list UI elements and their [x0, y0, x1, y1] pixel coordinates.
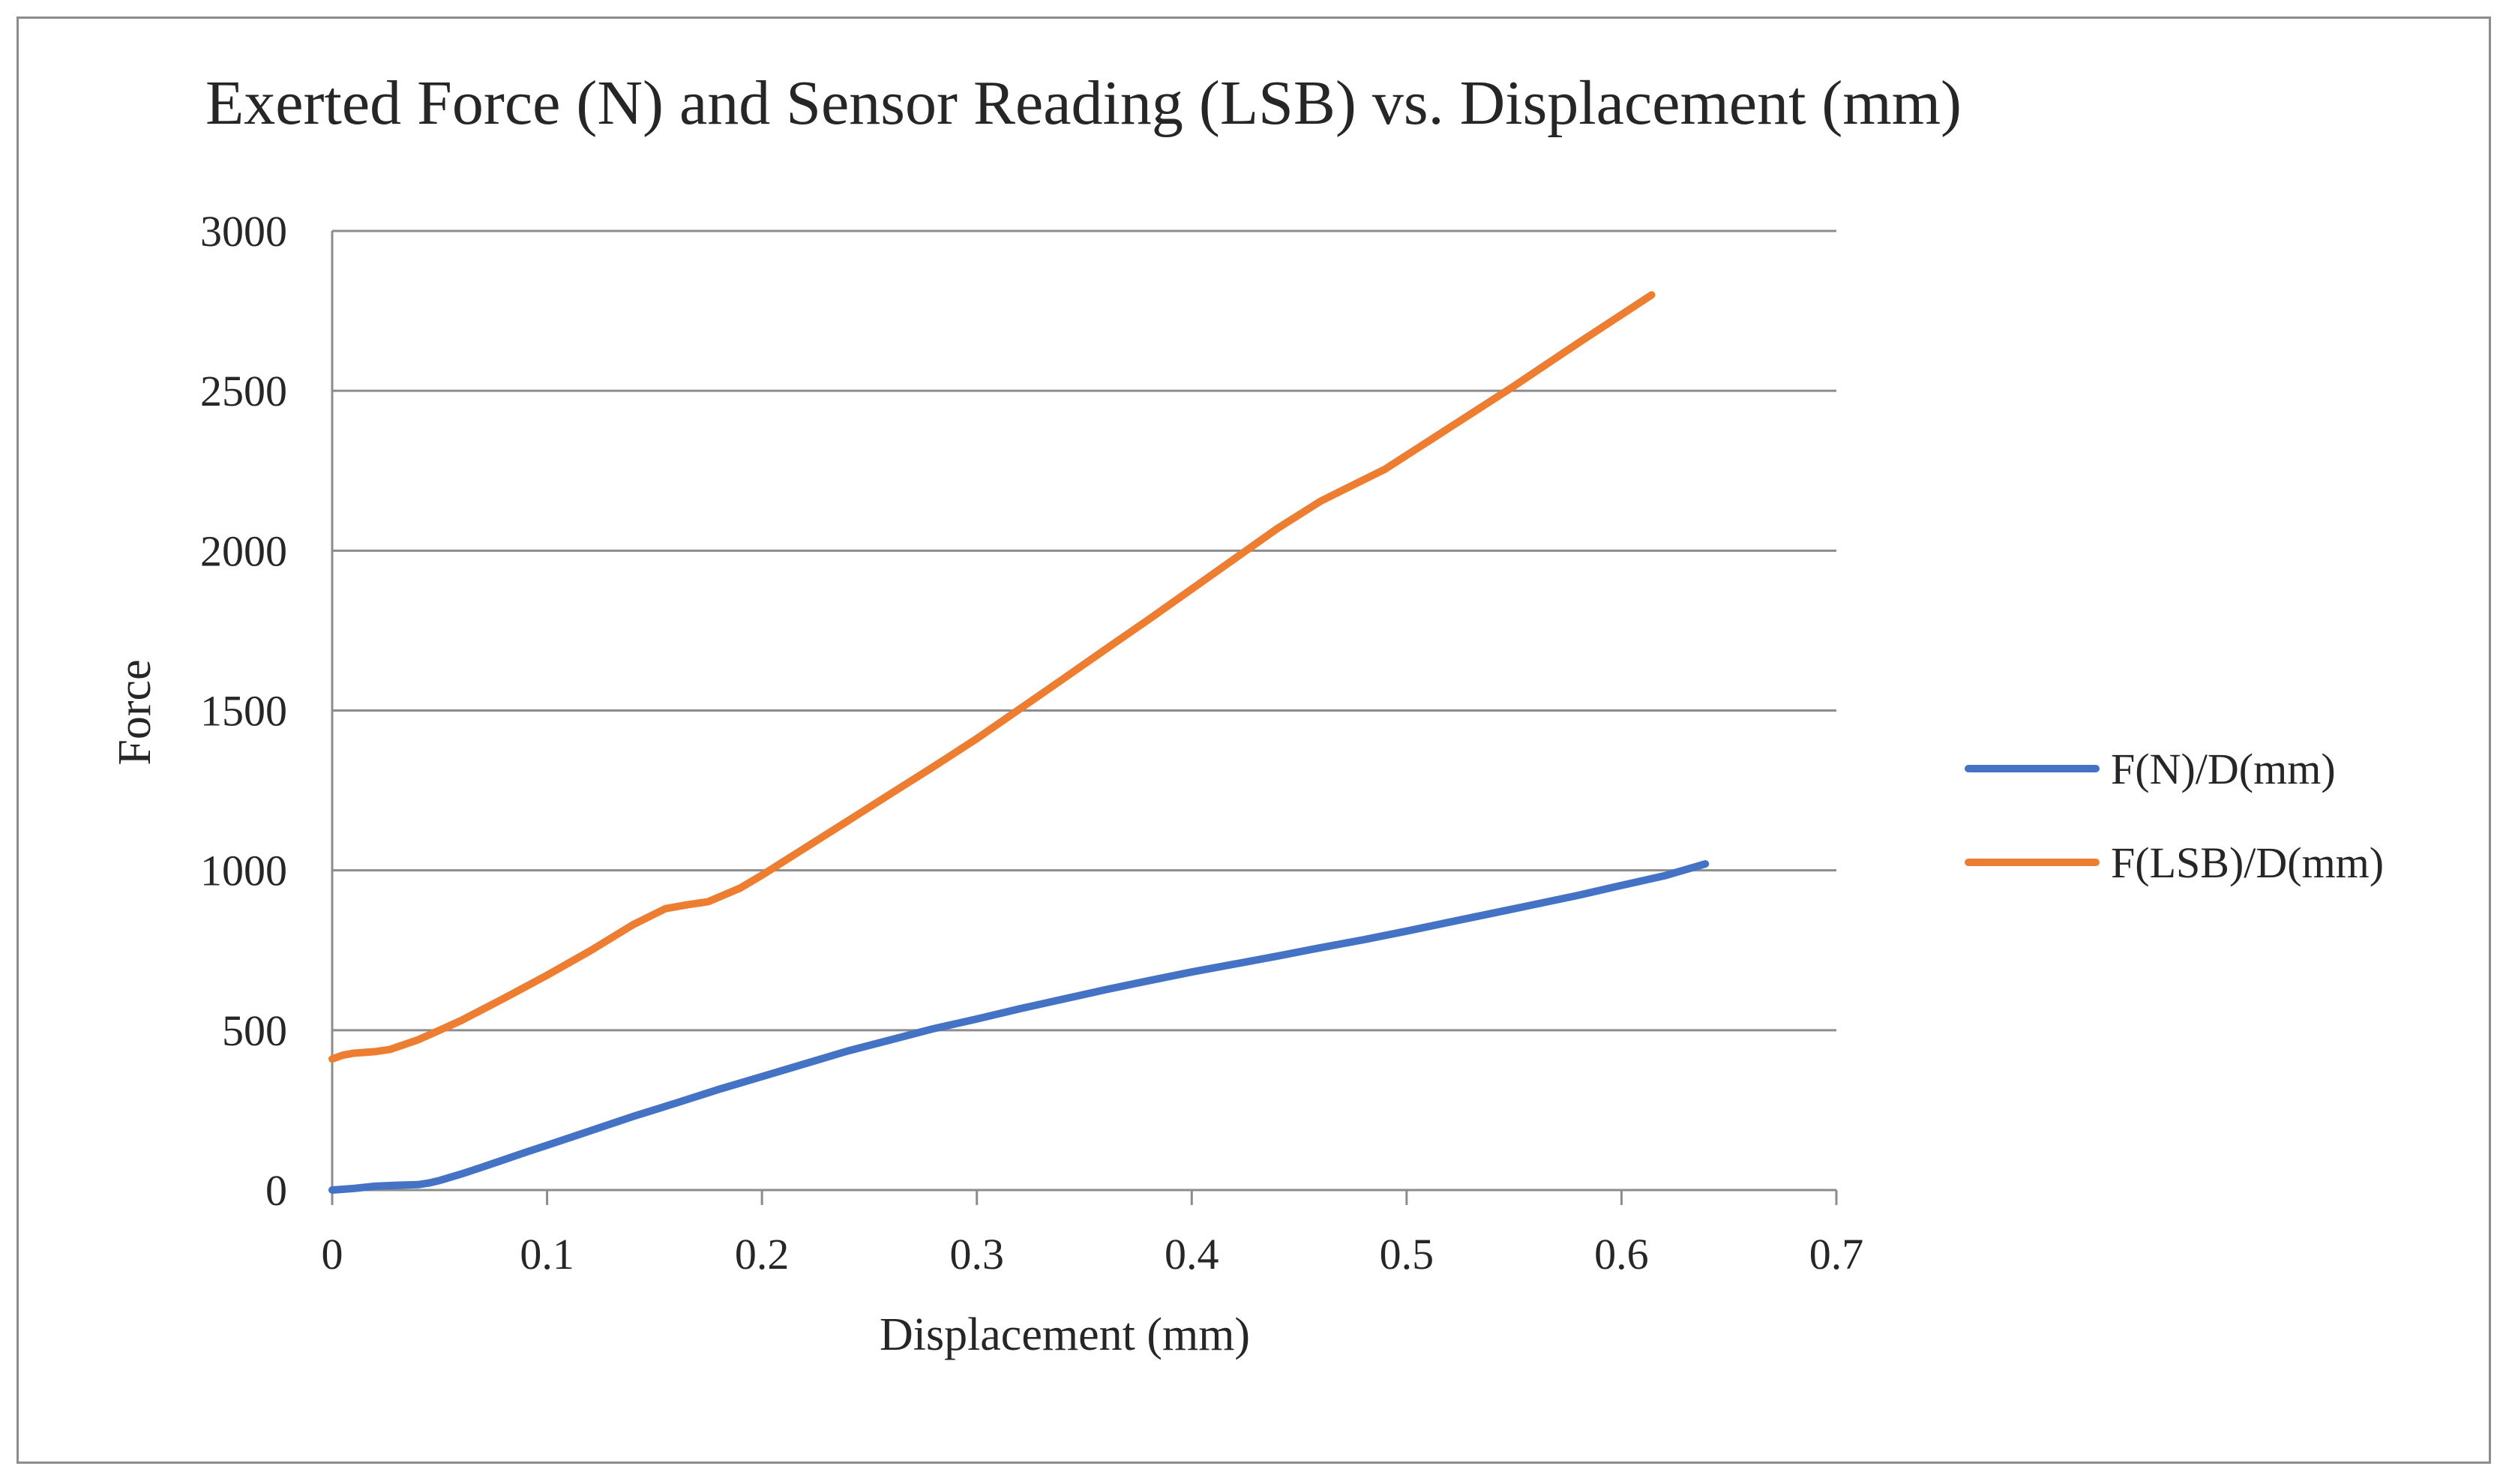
- y-tick-label: 1500: [200, 687, 287, 736]
- series-lines: [328, 291, 1710, 1194]
- y-tick-label: 0: [265, 1166, 287, 1215]
- series-line-0: [328, 860, 1710, 1194]
- line-chart: Exerted Force (N) and Sensor Reading (LS…: [109, 68, 2384, 1360]
- y-axis-ticks: 0 500 1000 1500 2000 2500 3000: [200, 207, 287, 1215]
- legend: F(N)/D(mm) F(LSB)/D(mm): [1965, 745, 2384, 887]
- chart-frame: Exerted Force (N) and Sensor Reading (LS…: [16, 16, 2491, 1464]
- y-tick-label: 2000: [200, 526, 287, 575]
- series-line-1: [328, 291, 1656, 1063]
- x-tick-label: 0.6: [1594, 1230, 1649, 1279]
- gridlines: [332, 229, 1836, 1032]
- axes: [331, 231, 1836, 1192]
- legend-label: F(LSB)/D(mm): [2111, 838, 2384, 887]
- x-tick-label: 0.5: [1380, 1230, 1434, 1279]
- x-tick-label: 0.3: [949, 1230, 1004, 1279]
- legend-label: F(N)/D(mm): [2111, 745, 2336, 793]
- y-tick-label: 3000: [200, 207, 287, 256]
- x-tick-label: 0: [322, 1230, 343, 1279]
- y-tick-label: 1000: [200, 847, 287, 895]
- y-tick-label: 500: [222, 1006, 287, 1055]
- y-tick-label: 2500: [200, 367, 287, 415]
- x-axis-label: Displacement (mm): [880, 1309, 1250, 1360]
- x-tick-label: 0.1: [520, 1230, 574, 1279]
- x-tick-label: 0.7: [1809, 1230, 1864, 1279]
- x-axis-ticks: 0 0.1 0.2 0.3 0.4 0.5 0.6 0.7: [322, 1190, 1864, 1279]
- chart-title: Exerted Force (N) and Sensor Reading (LS…: [205, 68, 1962, 138]
- x-tick-label: 0.2: [735, 1230, 790, 1279]
- x-tick-label: 0.4: [1165, 1230, 1219, 1279]
- y-axis-label: Force: [109, 659, 160, 765]
